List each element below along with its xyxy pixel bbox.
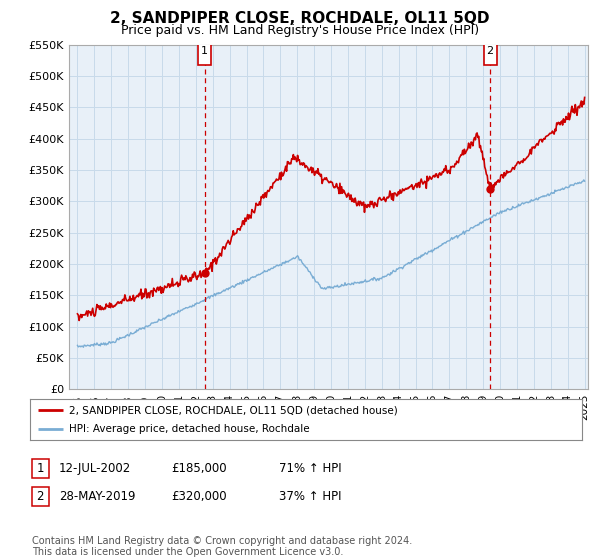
Text: Price paid vs. HM Land Registry's House Price Index (HPI): Price paid vs. HM Land Registry's House … [121,24,479,36]
Text: 2, SANDPIPER CLOSE, ROCHDALE, OL11 5QD (detached house): 2, SANDPIPER CLOSE, ROCHDALE, OL11 5QD (… [68,405,397,415]
Text: 28-MAY-2019: 28-MAY-2019 [59,490,136,503]
Text: 2, SANDPIPER CLOSE, ROCHDALE, OL11 5QD: 2, SANDPIPER CLOSE, ROCHDALE, OL11 5QD [110,11,490,26]
Text: £185,000: £185,000 [171,462,227,475]
Text: 1: 1 [37,462,44,475]
FancyBboxPatch shape [484,38,497,65]
Text: 71% ↑ HPI: 71% ↑ HPI [279,462,341,475]
FancyBboxPatch shape [199,38,211,65]
Text: 12-JUL-2002: 12-JUL-2002 [59,462,131,475]
Text: 2: 2 [487,46,494,56]
Text: 37% ↑ HPI: 37% ↑ HPI [279,490,341,503]
Text: £320,000: £320,000 [171,490,227,503]
Text: Contains HM Land Registry data © Crown copyright and database right 2024.
This d: Contains HM Land Registry data © Crown c… [32,535,412,557]
Text: 1: 1 [201,46,208,56]
Text: HPI: Average price, detached house, Rochdale: HPI: Average price, detached house, Roch… [68,424,309,435]
Text: 2: 2 [37,490,44,503]
